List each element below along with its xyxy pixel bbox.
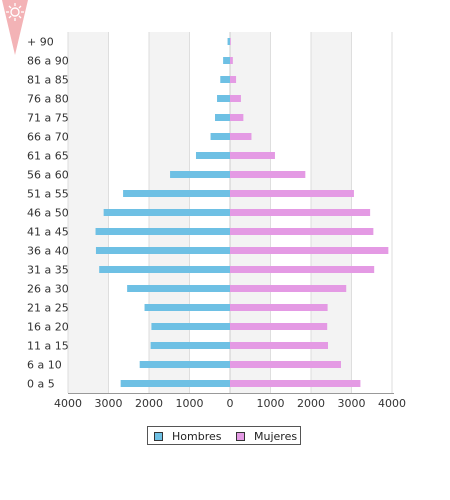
x-tick-label: 3000 — [95, 397, 123, 410]
bar-hombres — [103, 209, 230, 216]
legend-swatch-hombres — [154, 432, 163, 441]
category-label: 0 a 5 — [27, 378, 55, 391]
bar-hombres — [195, 152, 230, 159]
bar-mujeres — [230, 342, 329, 349]
x-tick-label: 3000 — [338, 397, 366, 410]
bar-hombres — [123, 190, 230, 197]
x-tick-label: 4000 — [54, 397, 82, 410]
category-label: 36 a 40 — [27, 245, 69, 258]
legend-label-mujeres: Mujeres — [254, 430, 298, 443]
x-tick-label: 1000 — [176, 397, 204, 410]
bar-hombres — [95, 247, 230, 254]
bar-mujeres — [230, 114, 244, 121]
bar-hombres — [170, 171, 230, 178]
legend-item-hombres: Hombres — [154, 430, 221, 443]
category-label: 16 a 20 — [27, 321, 69, 334]
bar-mujeres — [230, 152, 275, 159]
legend: Hombres Mujeres — [147, 426, 301, 445]
category-label: 51 a 55 — [27, 188, 69, 201]
bar-mujeres — [230, 266, 375, 273]
bar-mujeres — [230, 209, 371, 216]
category-labels: 0 a 5 6 a 10 11 a 15 16 a 20 21 a 25 26 a 30 3… — [27, 36, 69, 391]
category-label: 41 a 45 — [27, 226, 69, 239]
category-label: 76 a 80 — [27, 93, 69, 106]
legend-item-mujeres: Mujeres — [236, 430, 297, 443]
bar-hombres — [127, 285, 230, 292]
bar-hombres — [150, 342, 230, 349]
bar-mujeres — [230, 95, 241, 102]
bar-mujeres — [230, 380, 361, 387]
bar-hombres — [120, 380, 230, 387]
category-label: 26 a 30 — [27, 283, 69, 296]
x-tick-label: 2000 — [135, 397, 163, 410]
bar-mujeres — [230, 133, 252, 140]
bar-hombres — [99, 266, 230, 273]
bar-hombres — [220, 76, 230, 83]
bar-hombres — [144, 304, 230, 311]
bar-mujeres — [230, 361, 341, 368]
bar-hombres — [215, 114, 230, 121]
bar-hombres — [217, 95, 230, 102]
bar-hombres — [223, 57, 230, 64]
bar-mujeres — [230, 304, 328, 311]
category-label: 6 a 10 — [27, 359, 62, 372]
bar-hombres — [227, 38, 230, 45]
bar-mujeres — [230, 228, 374, 235]
bar-hombres — [210, 133, 230, 140]
category-label: 11 a 15 — [27, 340, 69, 353]
category-label: 81 a 85 — [27, 74, 69, 87]
grid-band — [68, 32, 109, 393]
bar-hombres — [151, 323, 230, 330]
category-label: 31 a 35 — [27, 264, 69, 277]
bar-mujeres — [230, 323, 328, 330]
x-tick-labels: 4000 3000 2000 1000 0 1000 2000 3000 4000 — [54, 397, 406, 410]
x-tick-label: 2000 — [297, 397, 325, 410]
bar-mujeres — [230, 247, 389, 254]
category-label: 46 a 50 — [27, 207, 69, 220]
x-tick-label: 1000 — [257, 397, 285, 410]
category-label: 71 a 75 — [27, 112, 69, 125]
bars — [95, 38, 389, 387]
category-label: + 90 — [27, 36, 54, 49]
category-label: 56 a 60 — [27, 169, 69, 182]
bar-mujeres — [230, 76, 237, 83]
category-label: 66 a 70 — [27, 131, 69, 144]
category-label: 61 a 65 — [27, 150, 69, 163]
x-tick-label: 4000 — [378, 397, 406, 410]
bar-mujeres — [230, 285, 347, 292]
bar-mujeres — [230, 38, 231, 45]
bar-hombres — [95, 228, 230, 235]
bar-hombres — [139, 361, 230, 368]
sun-icon — [2, 0, 28, 55]
legend-label-hombres: Hombres — [172, 430, 222, 443]
bar-mujeres — [230, 190, 354, 197]
category-label: 21 a 25 — [27, 302, 69, 315]
legend-swatch-mujeres — [236, 432, 245, 441]
bar-mujeres — [230, 57, 233, 64]
x-tick-label: 0 — [227, 397, 234, 410]
bar-mujeres — [230, 171, 306, 178]
category-label: 86 a 90 — [27, 55, 69, 68]
